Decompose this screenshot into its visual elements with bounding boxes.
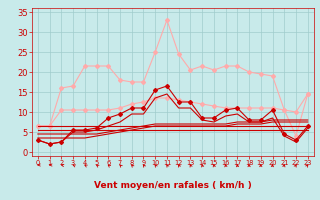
Text: Vent moyen/en rafales ( km/h ): Vent moyen/en rafales ( km/h ) <box>94 182 252 190</box>
